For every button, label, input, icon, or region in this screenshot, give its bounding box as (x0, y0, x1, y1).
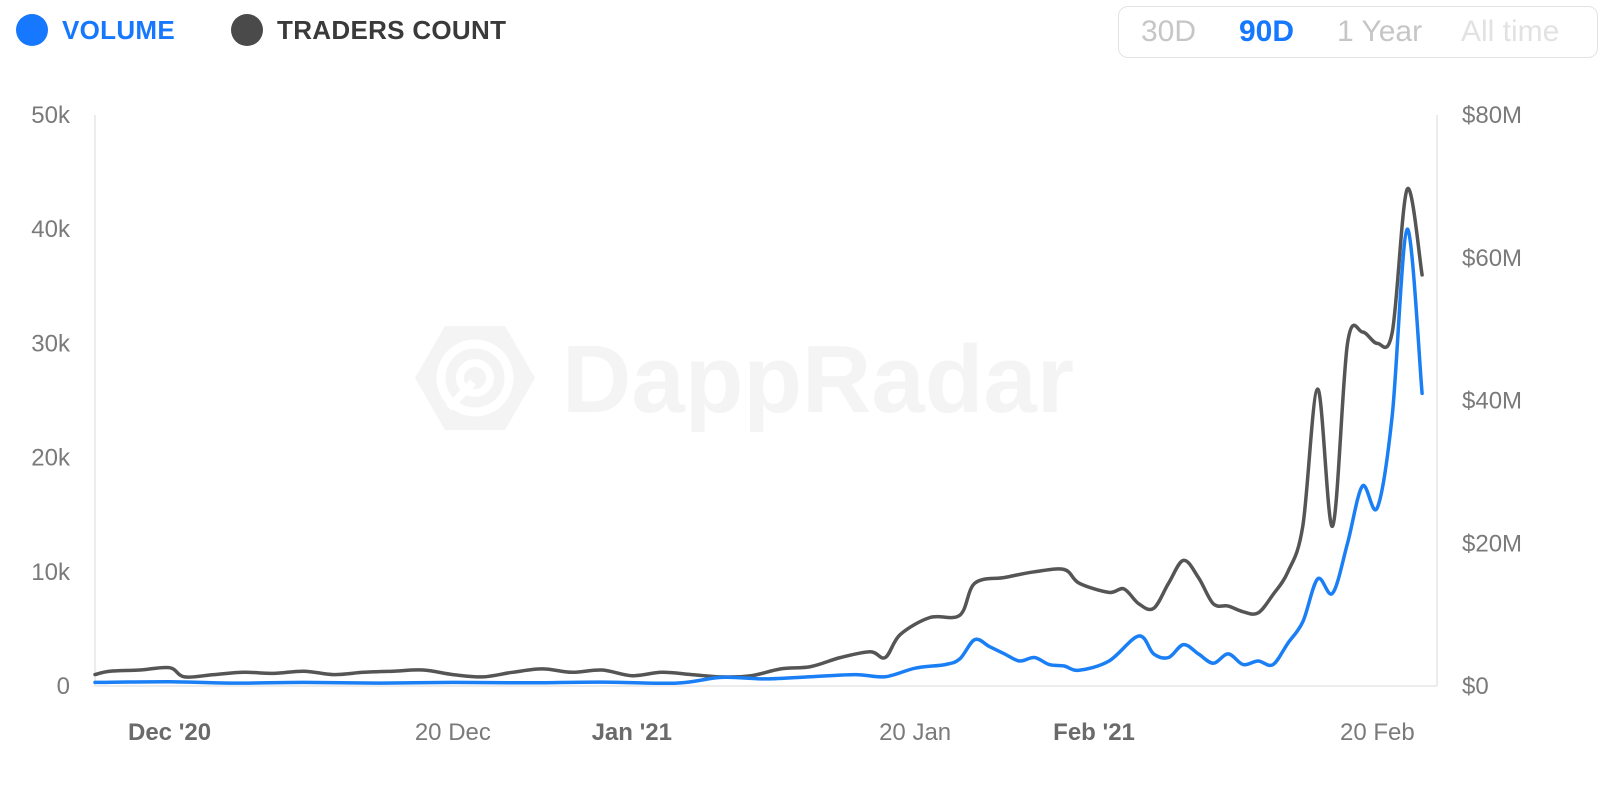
y-right-tick-label: $20M (1462, 530, 1522, 557)
range-1-year-button[interactable]: 1 Year (1337, 15, 1423, 48)
legend-item-traders-count[interactable]: TRADERS COUNT (231, 14, 506, 46)
y-left-tick-label: 0 (57, 673, 70, 700)
x-tick-label: Dec '20 (128, 719, 211, 746)
y-left-tick-label: 50k (31, 102, 71, 129)
volume-dot-icon (16, 14, 48, 46)
y-right-tick-label: $0 (1462, 673, 1489, 700)
time-range-selector: 30D 90D 1 Year All time (1118, 6, 1598, 58)
range-30d-button[interactable]: 30D (1141, 15, 1197, 48)
y-right-tick-label: $40M (1462, 388, 1522, 415)
x-tick-label: 20 Dec (415, 719, 491, 746)
traders-count-series-line (93, 186, 1424, 679)
x-tick-label: 20 Jan (879, 719, 951, 746)
range-90d-button[interactable]: 90D (1239, 15, 1295, 48)
range-all-time-button[interactable]: All time (1461, 15, 1560, 48)
legend-item-volume[interactable]: VOLUME (16, 14, 175, 46)
chart-axes: 0 10k 20k 30k 40k 50k $0 $20M $40M $60M $80M Dec '2… (31, 102, 1522, 746)
y-left-tick-label: 40k (31, 216, 71, 243)
volume-series-line (93, 227, 1424, 686)
x-tick-label: Jan '21 (592, 719, 672, 746)
y-right-tick-label: $80M (1462, 102, 1522, 129)
watermark: DappRadar (415, 326, 1074, 433)
chart-lines (93, 186, 1424, 686)
legend-label-volume: VOLUME (62, 14, 176, 45)
y-left-tick-label: 10k (31, 559, 71, 586)
dappradar-logo-icon (415, 326, 535, 430)
watermark-text: DappRadar (562, 326, 1074, 433)
legend-label-traders-count: TRADERS COUNT (277, 14, 507, 45)
x-tick-label: Feb '21 (1053, 719, 1135, 746)
x-tick-label: 20 Feb (1340, 719, 1415, 746)
y-left-tick-label: 30k (31, 330, 71, 357)
chart-legend: VOLUME TRADERS COUNT (16, 14, 562, 46)
traders-count-dot-icon (231, 14, 264, 46)
y-right-tick-label: $60M (1462, 245, 1522, 272)
y-left-tick-label: 20k (31, 445, 71, 472)
